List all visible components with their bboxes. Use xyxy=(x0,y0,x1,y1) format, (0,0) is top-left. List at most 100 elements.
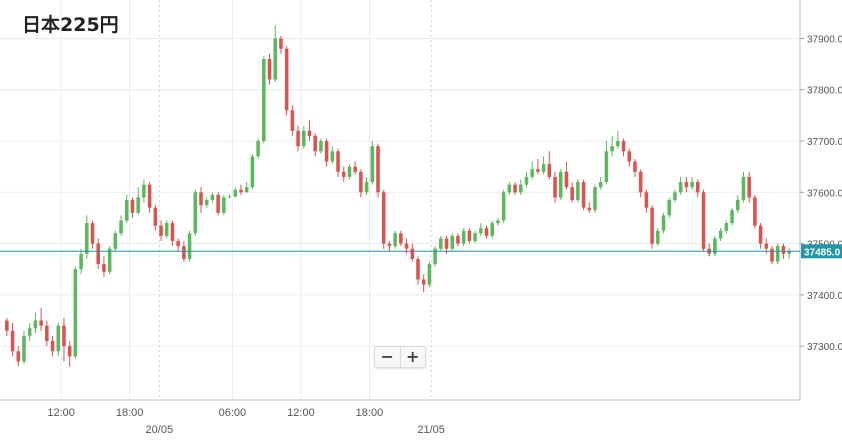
candle-body xyxy=(5,320,9,331)
candle-body xyxy=(518,184,523,193)
candle-body xyxy=(176,241,180,247)
candle-body xyxy=(644,192,649,208)
candle-body xyxy=(39,320,43,326)
candle-body xyxy=(262,58,266,142)
candle-body xyxy=(170,223,175,242)
x-tick-label: 18:00 xyxy=(116,407,144,419)
candle-body xyxy=(381,192,386,244)
candle-body xyxy=(216,194,220,213)
candle-body xyxy=(667,200,672,216)
candle-body xyxy=(296,130,300,147)
candle-body xyxy=(96,243,100,265)
candle-body xyxy=(124,200,129,221)
candle-body xyxy=(404,243,409,249)
candle-body xyxy=(616,141,620,147)
candle-body xyxy=(690,182,694,188)
y-tick-label: 37300.0 xyxy=(807,342,842,353)
candle-body xyxy=(741,176,746,200)
candle-body xyxy=(222,197,226,213)
candle-body xyxy=(199,192,203,206)
candle-body xyxy=(610,146,614,152)
candle-body xyxy=(576,182,580,200)
candle-body xyxy=(182,246,186,259)
candle-body xyxy=(279,38,283,49)
candle-body xyxy=(627,151,632,162)
candle-body xyxy=(250,156,255,188)
candle-body xyxy=(347,166,352,177)
candle-body xyxy=(142,184,146,198)
candle-body xyxy=(456,235,460,244)
candle-body xyxy=(570,187,574,200)
candle-body xyxy=(204,200,209,206)
candle-body xyxy=(399,233,403,244)
candle-body xyxy=(536,169,540,172)
candle-body xyxy=(227,196,232,198)
candle-body xyxy=(433,248,437,265)
candle-body xyxy=(22,335,26,362)
candle-body xyxy=(233,189,238,197)
candle-body xyxy=(27,328,32,336)
candle-body xyxy=(604,151,609,183)
candle-body xyxy=(187,233,192,259)
candle-body xyxy=(650,207,654,244)
candle-body xyxy=(364,182,369,193)
candle-body xyxy=(758,225,763,244)
candle-body xyxy=(775,246,780,262)
candle-body xyxy=(450,235,455,249)
candle-body xyxy=(353,166,357,172)
zoom-out-button[interactable]: − xyxy=(375,347,401,367)
candle-body xyxy=(484,228,489,236)
candle-body xyxy=(718,230,723,239)
candle-body xyxy=(284,48,289,111)
candle-body xyxy=(330,151,335,162)
candle-body xyxy=(713,238,717,254)
y-tick-label: 37700.0 xyxy=(807,137,842,148)
candle-body xyxy=(473,233,477,242)
candle-body xyxy=(724,223,729,231)
candle-body xyxy=(547,164,552,177)
x-tick-label: 12:00 xyxy=(287,407,315,419)
candle-body xyxy=(416,258,420,280)
zoom-in-button[interactable]: + xyxy=(406,347,420,366)
candle-body xyxy=(107,248,112,272)
candle-body xyxy=(479,228,483,234)
y-tick-label: 37800.0 xyxy=(807,86,842,97)
candle-body xyxy=(753,197,757,226)
candle-body xyxy=(56,325,61,352)
date-label: 20/05 xyxy=(146,424,174,436)
candle-body xyxy=(439,238,443,249)
candle-body xyxy=(701,192,706,249)
candle-body xyxy=(787,251,791,254)
candle-body xyxy=(678,182,683,193)
x-tick-label: 18:00 xyxy=(356,407,384,419)
candle-body xyxy=(673,192,677,200)
candle-body xyxy=(79,253,83,270)
candle-body xyxy=(490,223,494,236)
candle-body xyxy=(16,351,21,362)
candle-body xyxy=(444,238,449,249)
candle-body xyxy=(764,243,769,249)
candle-body xyxy=(302,130,306,147)
candle-body xyxy=(319,141,323,152)
candle-body xyxy=(530,169,534,177)
candle-body xyxy=(336,151,340,172)
candle-body xyxy=(427,264,432,285)
candle-body xyxy=(770,248,774,262)
chart-title: 日本225円 xyxy=(22,14,119,36)
candle-body xyxy=(67,346,72,357)
candle-body xyxy=(10,330,15,352)
candle-body xyxy=(90,223,95,244)
candle-body xyxy=(781,246,786,254)
candle-body xyxy=(136,197,140,213)
y-tick-label: 37900.0 xyxy=(807,34,842,45)
candle-body xyxy=(507,184,512,193)
date-label: 21/05 xyxy=(417,424,445,436)
candle-body xyxy=(341,171,346,177)
candle-body xyxy=(496,220,500,224)
current-price-label: 37485.0 xyxy=(804,247,841,258)
candle-body xyxy=(45,325,49,342)
candle-body xyxy=(147,184,152,208)
candle-body xyxy=(747,176,751,198)
